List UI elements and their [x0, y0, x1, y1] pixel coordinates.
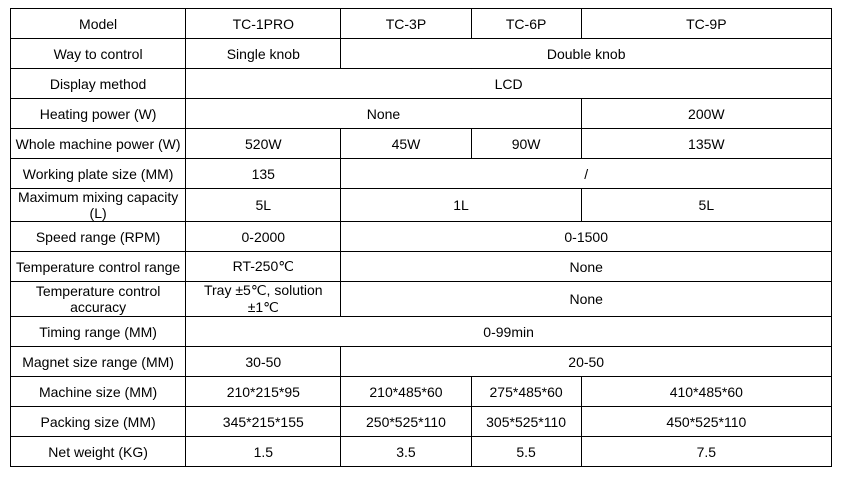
spec-table: Model TC-1PRO TC-3P TC-6P TC-9P Way to c… [10, 8, 832, 467]
table-row: Model TC-1PRO TC-3P TC-6P TC-9P [11, 9, 832, 39]
cell: None [341, 252, 832, 282]
row-label: Timing range (MM) [11, 317, 186, 347]
cell: Tray ±5℃, solution ±1℃ [186, 282, 341, 317]
table-row: Net weight (KG) 1.5 3.5 5.5 7.5 [11, 437, 832, 467]
cell: TC-1PRO [186, 9, 341, 39]
row-label: Packing size (MM) [11, 407, 186, 437]
cell: Single knob [186, 39, 341, 69]
row-label: Display method [11, 69, 186, 99]
row-label: Way to control [11, 39, 186, 69]
cell: 1L [341, 189, 581, 222]
row-label: Speed range (RPM) [11, 222, 186, 252]
cell: RT-250℃ [186, 252, 341, 282]
cell: 135 [186, 159, 341, 189]
table-row: Temperature control accuracy Tray ±5℃, s… [11, 282, 832, 317]
cell: None [341, 282, 832, 317]
table-row: Maximum mixing capacity (L) 5L 1L 5L [11, 189, 832, 222]
cell: 200W [581, 99, 831, 129]
row-label: Net weight (KG) [11, 437, 186, 467]
table-row: Timing range (MM) 0-99min [11, 317, 832, 347]
cell: Double knob [341, 39, 832, 69]
table-row: Whole machine power (W) 520W 45W 90W 135… [11, 129, 832, 159]
cell: 5L [581, 189, 831, 222]
cell: 0-1500 [341, 222, 832, 252]
cell: 520W [186, 129, 341, 159]
row-label: Maximum mixing capacity (L) [11, 189, 186, 222]
table-row: Speed range (RPM) 0-2000 0-1500 [11, 222, 832, 252]
cell: 45W [341, 129, 471, 159]
row-label: Temperature control range [11, 252, 186, 282]
cell: 5L [186, 189, 341, 222]
cell: TC-6P [471, 9, 581, 39]
table-row: Machine size (MM) 210*215*95 210*485*60 … [11, 377, 832, 407]
table-row: Heating power (W) None 200W [11, 99, 832, 129]
row-label: Temperature control accuracy [11, 282, 186, 317]
row-label: Model [11, 9, 186, 39]
cell: 20-50 [341, 347, 832, 377]
cell: 450*525*110 [581, 407, 831, 437]
row-label: Working plate size (MM) [11, 159, 186, 189]
cell: 5.5 [471, 437, 581, 467]
row-label: Heating power (W) [11, 99, 186, 129]
row-label: Magnet size range (MM) [11, 347, 186, 377]
cell: LCD [186, 69, 832, 99]
row-label: Machine size (MM) [11, 377, 186, 407]
cell: 3.5 [341, 437, 471, 467]
cell: 90W [471, 129, 581, 159]
table-row: Temperature control range RT-250℃ None [11, 252, 832, 282]
cell: 135W [581, 129, 831, 159]
cell: 210*215*95 [186, 377, 341, 407]
cell: 7.5 [581, 437, 831, 467]
cell: 210*485*60 [341, 377, 471, 407]
cell: 305*525*110 [471, 407, 581, 437]
table-container: Model TC-1PRO TC-3P TC-6P TC-9P Way to c… [0, 0, 842, 504]
cell: TC-9P [581, 9, 831, 39]
cell: 0-99min [186, 317, 832, 347]
cell: / [341, 159, 832, 189]
table-row: Working plate size (MM) 135 / [11, 159, 832, 189]
cell: TC-3P [341, 9, 471, 39]
row-label: Whole machine power (W) [11, 129, 186, 159]
cell: 1.5 [186, 437, 341, 467]
cell: 275*485*60 [471, 377, 581, 407]
cell: 250*525*110 [341, 407, 471, 437]
cell: 410*485*60 [581, 377, 831, 407]
table-row: Packing size (MM) 345*215*155 250*525*11… [11, 407, 832, 437]
table-row: Display method LCD [11, 69, 832, 99]
cell: 30-50 [186, 347, 341, 377]
cell: 345*215*155 [186, 407, 341, 437]
cell: None [186, 99, 581, 129]
cell: 0-2000 [186, 222, 341, 252]
table-row: Magnet size range (MM) 30-50 20-50 [11, 347, 832, 377]
table-row: Way to control Single knob Double knob [11, 39, 832, 69]
